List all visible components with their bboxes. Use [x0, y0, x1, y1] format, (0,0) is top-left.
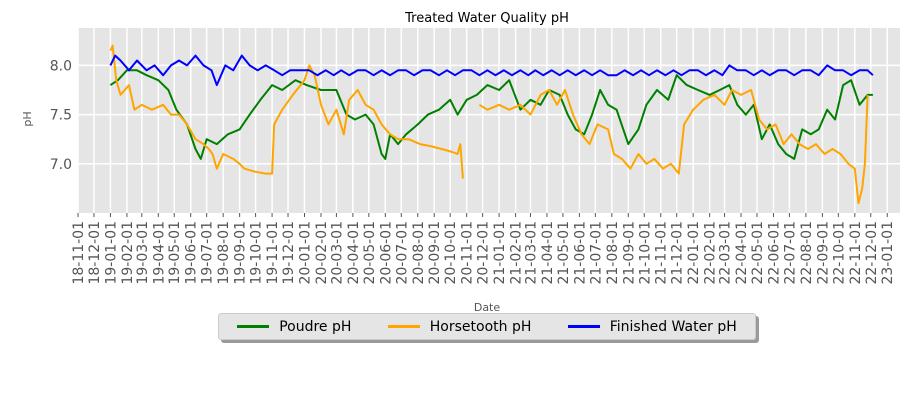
legend-item-poudre: Poudre pH [237, 319, 351, 335]
legend-swatch-horsetooth [387, 325, 420, 328]
x-tick-label: 22-01-01 [686, 221, 702, 285]
x-tick-label: 21-05-01 [556, 221, 572, 285]
x-tick-label: 21-06-01 [572, 221, 588, 285]
legend-item-finished: Finished Water pH [567, 318, 737, 335]
x-tick-label: 22-04-01 [734, 221, 750, 285]
x-tick-label: 21-12-01 [670, 221, 686, 285]
x-tick-label: 21-09-01 [621, 221, 637, 285]
y-axis-ticks: 7.0 7.5 8.0 [50, 58, 72, 172]
x-tick-label: 19-12-01 [281, 221, 297, 285]
legend-label-finished: Finished Water pH [609, 318, 737, 335]
x-tick-label: 22-06-01 [766, 221, 782, 285]
x-tick-label: 22-10-01 [831, 221, 847, 285]
legend-label-poudre: Poudre pH [279, 318, 352, 335]
x-tick-label: 20-09-01 [427, 221, 443, 285]
x-tick-label: 20-11-01 [460, 221, 476, 285]
y-tick-label: 7.0 [50, 157, 72, 173]
x-tick-label: 19-08-01 [216, 221, 232, 285]
x-tick-label: 21-10-01 [637, 221, 653, 285]
legend-label-horsetooth: Horsetooth pH [429, 318, 532, 335]
x-tick-label: 18-11-01 [71, 221, 87, 285]
x-tick-label: 19-10-01 [249, 221, 265, 285]
legend-swatch-poudre [237, 325, 270, 328]
x-tick-label: 20-03-01 [329, 221, 345, 285]
x-tick-label: 20-07-01 [394, 221, 410, 285]
series-line-finished-water-ph [109, 54, 874, 87]
x-tick-label: 21-03-01 [523, 221, 539, 285]
series-line-horsetooth-ph [109, 44, 869, 205]
chart-title: Treated Water Quality pH [404, 11, 569, 26]
y-tick-label: 7.5 [50, 108, 72, 124]
series-line-poudre-ph [109, 69, 873, 160]
x-tick-label: 22-11-01 [848, 221, 864, 285]
legend-item-horsetooth: Horsetooth pH [387, 318, 532, 335]
x-tick-label: 22-09-01 [815, 221, 831, 285]
x-tick-label: 19-09-01 [233, 221, 249, 285]
x-tick-label: 20-05-01 [362, 221, 378, 285]
x-tick-label: 23-01-01 [880, 221, 896, 285]
x-tick-label: 22-05-01 [750, 221, 766, 285]
x-tick-label: 19-06-01 [184, 221, 200, 285]
x-tick-label: 21-04-01 [540, 221, 556, 285]
x-axis-ticks: 18-11-01 18-12-01 19-01-01 19-02-0119-03-01… [71, 213, 896, 285]
x-tick-label: 20-10-01 [443, 221, 459, 285]
plot-background [78, 28, 900, 213]
x-tick-label: 22-03-01 [718, 221, 734, 285]
legend: Poudre pH Horsetooth pH Finished Water p… [218, 313, 756, 340]
legend-swatch-finished [567, 325, 600, 328]
x-tick-label: 20-04-01 [346, 221, 362, 285]
x-tick-label: 20-06-01 [378, 221, 394, 285]
x-tick-label: 20-02-01 [314, 221, 330, 285]
x-tick-label: 19-02-01 [120, 221, 136, 285]
x-tick-label: 21-07-01 [588, 221, 604, 285]
x-axis-label: Date [474, 301, 501, 314]
x-tick-label: 19-03-01 [135, 221, 151, 285]
x-tick-label: 22-02-01 [703, 221, 719, 285]
series-layer [109, 44, 874, 205]
x-tick-label: 21-08-01 [605, 221, 621, 285]
x-tick-label: 21-02-01 [509, 221, 525, 285]
x-tick-label: 22-08-01 [799, 221, 815, 285]
x-tick-label: 19-11-01 [265, 221, 281, 285]
x-tick-label: 20-01-01 [298, 221, 314, 285]
y-tick-label: 8.0 [50, 58, 72, 74]
x-tick-label: 19-04-01 [151, 221, 167, 285]
x-tick-label: 19-01-01 [103, 221, 119, 285]
x-tick-label: 21-11-01 [654, 221, 670, 285]
x-tick-label: 19-05-01 [167, 221, 183, 285]
x-tick-label: 19-07-01 [200, 221, 216, 285]
x-tick-label: 22-12-01 [864, 221, 880, 285]
grid-lines [77, 28, 900, 213]
y-axis-label: pH [21, 111, 34, 126]
x-tick-label: 22-07-01 [782, 221, 798, 285]
x-tick-label: 18-12-01 [87, 221, 103, 285]
x-tick-label: 20-12-01 [476, 221, 492, 285]
x-tick-label: 21-01-01 [492, 221, 508, 285]
x-tick-label: 20-08-01 [411, 221, 427, 285]
